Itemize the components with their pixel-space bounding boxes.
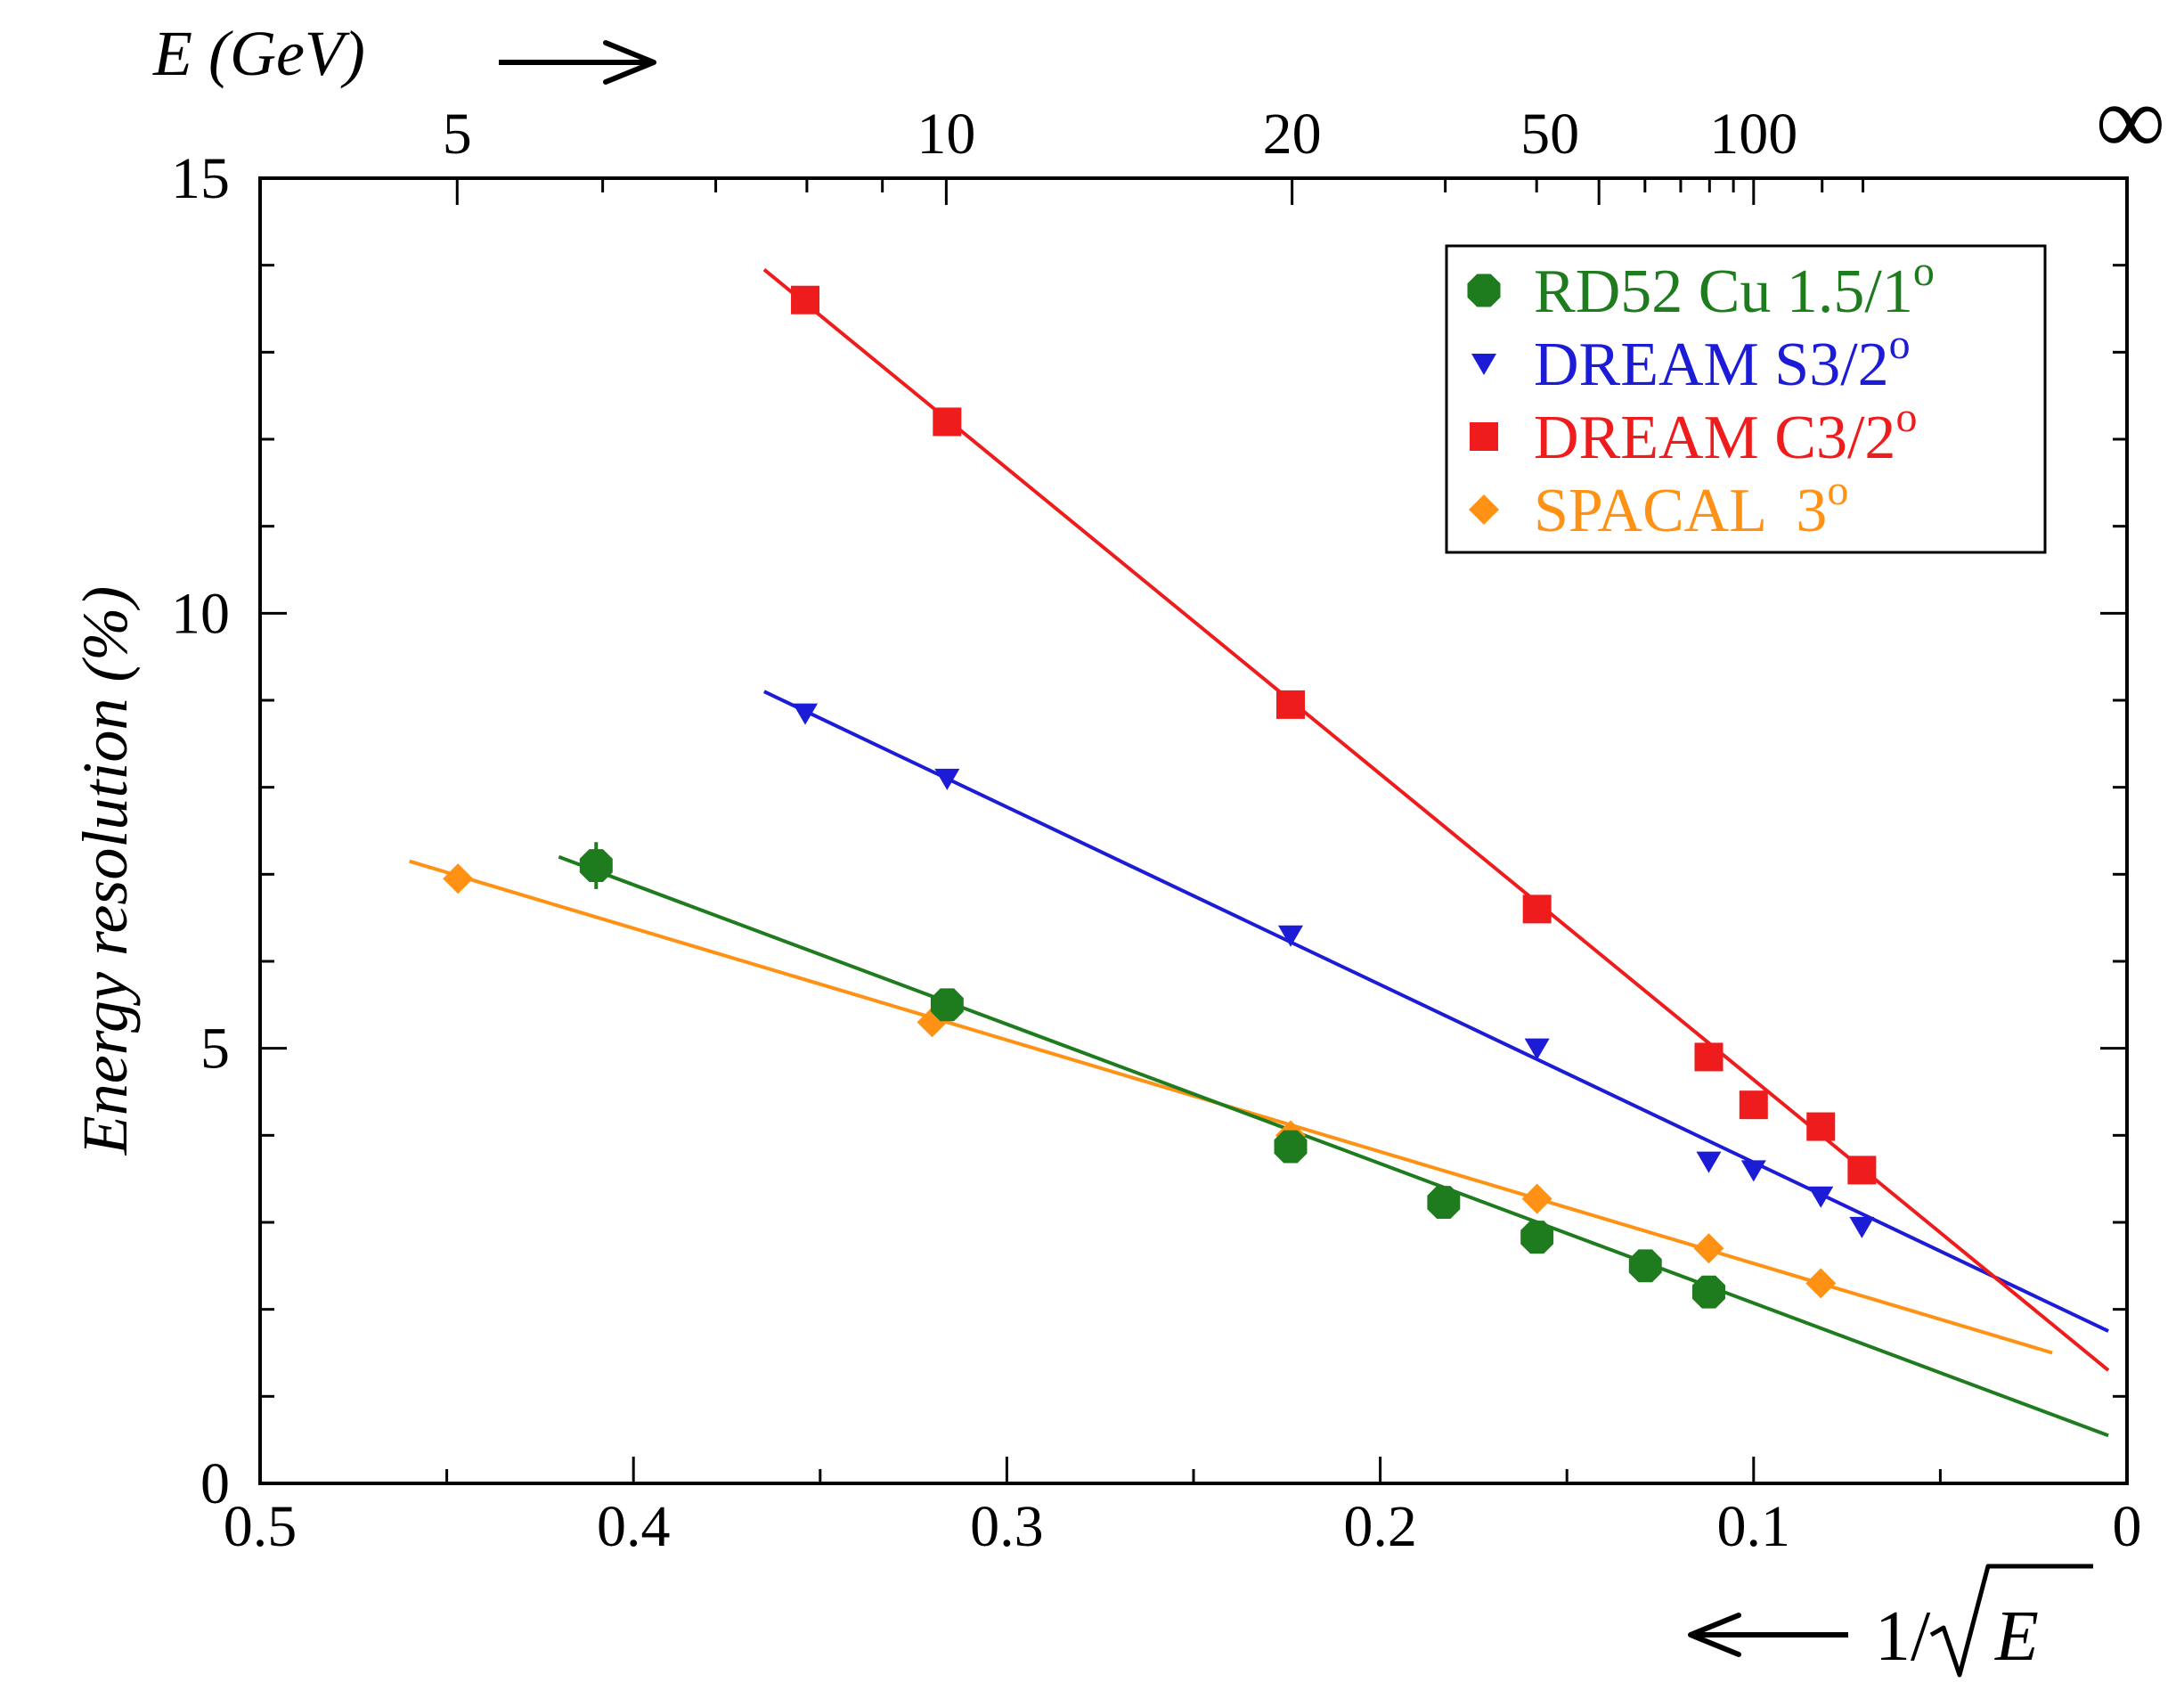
legend-label-rd52-text: RD52 Cu 1.5/1 [1534, 257, 1913, 326]
top-tick-labels: 5 10 20 50 100 [443, 102, 1798, 167]
data-point [1694, 1042, 1724, 1072]
fit-line [763, 690, 2109, 1333]
legend-marker-icon [1470, 422, 1498, 451]
top-axis-title: E (GeV) [152, 18, 656, 89]
data-point [1805, 1268, 1837, 1299]
legend-label-dream-c-sup: o [1895, 394, 1917, 441]
top-axis-title-text: E (GeV) [152, 18, 365, 89]
x-tick-label: 0.4 [597, 1494, 671, 1559]
sqrt-symbol-icon [1929, 1564, 2093, 1678]
legend-label-spacal-text: SPACAL 3 [1534, 477, 1827, 545]
data-point [791, 285, 820, 314]
legend-label-dream-s: DREAM S3/2o [1534, 321, 1911, 399]
data-point [1274, 1130, 1308, 1164]
legend-label-dream-s-text: DREAM S3/2 [1534, 331, 1889, 399]
bottom-axis-title-prefix: 1/ [1875, 1597, 1931, 1676]
top-axis-arrow [499, 40, 656, 85]
data-point [1521, 1183, 1552, 1214]
data-point [1693, 1233, 1724, 1264]
x-tick-label: 0.2 [1343, 1494, 1417, 1559]
data-point [934, 768, 960, 790]
legend-box [1445, 244, 2047, 554]
legend-label-dream-c: DREAM C3/2o [1534, 394, 1917, 472]
y-axis-title: Energy resolution (%) [69, 586, 141, 1156]
x-tick-label: 0.1 [1717, 1494, 1791, 1559]
x-tick-label: 0.3 [970, 1494, 1044, 1559]
x-tick-label: 0.5 [224, 1494, 297, 1559]
bottom-axis-title: 1/ E [1688, 1564, 2093, 1678]
data-point [1696, 1151, 1722, 1173]
data-point [1275, 690, 1305, 719]
fit-line [558, 854, 2109, 1438]
legend-label-spacal-sup: o [1827, 467, 1848, 514]
data-point [1806, 1112, 1836, 1141]
data-point [1739, 1090, 1768, 1120]
y-tick-label: 15 [171, 146, 230, 211]
data-point [930, 988, 964, 1022]
data-point [1740, 1160, 1766, 1182]
top-tick-label: 20 [1263, 102, 1322, 167]
data-point [1524, 1038, 1550, 1060]
data-point [793, 703, 819, 725]
top-tick-label: 10 [917, 102, 975, 167]
legend-markers [1467, 274, 1501, 525]
y-tick-label: 0 [200, 1451, 230, 1516]
data-point [1849, 1216, 1875, 1238]
infinity-label: ∞ [2096, 66, 2165, 175]
data-point [1427, 1186, 1461, 1219]
fit-lines [409, 268, 2110, 1438]
top-tick-label: 50 [1520, 102, 1579, 167]
legend-label-rd52-sup: o [1913, 248, 1935, 295]
legend: RD52 Cu 1.5/1o DREAM S3/2o DREAM C3/2o S… [1445, 244, 2047, 554]
legend-label-dream-s-sup: o [1889, 321, 1911, 368]
data-point [1847, 1156, 1877, 1185]
legend-marker-icon [1469, 494, 1499, 525]
legend-marker-icon [1471, 354, 1496, 375]
legend-marker-icon [1467, 274, 1501, 307]
data-points [443, 285, 1877, 1309]
legend-label-rd52: RD52 Cu 1.5/1o [1534, 248, 1935, 326]
legend-label-spacal: SPACAL 3o [1534, 467, 1848, 545]
y-tick-label: 5 [200, 1017, 230, 1082]
data-point [1628, 1249, 1662, 1283]
top-tick-label: 5 [443, 102, 472, 167]
data-point [933, 407, 962, 437]
data-point [1692, 1275, 1725, 1309]
legend-label-dream-c-text: DREAM C3/2 [1534, 404, 1895, 472]
top-tick-label: 100 [1709, 102, 1797, 167]
bottom-axis-arrow [1688, 1613, 1848, 1657]
data-point [1522, 894, 1552, 924]
axis-ticks [258, 176, 2129, 1485]
x-tick-labels: 0.5 0.4 0.3 0.2 0.1 0 [224, 1494, 2142, 1559]
y-tick-labels: 0 5 10 15 [171, 146, 230, 1516]
bottom-axis-title-radicand: E [1994, 1597, 2039, 1676]
fit-line [762, 268, 2110, 1372]
y-tick-label: 10 [171, 581, 230, 646]
data-point [1277, 925, 1303, 947]
x-tick-label: 0 [2113, 1494, 2142, 1559]
data-point [443, 863, 474, 894]
data-point [1808, 1186, 1834, 1208]
data-point [579, 849, 613, 882]
data-point [1520, 1221, 1554, 1254]
